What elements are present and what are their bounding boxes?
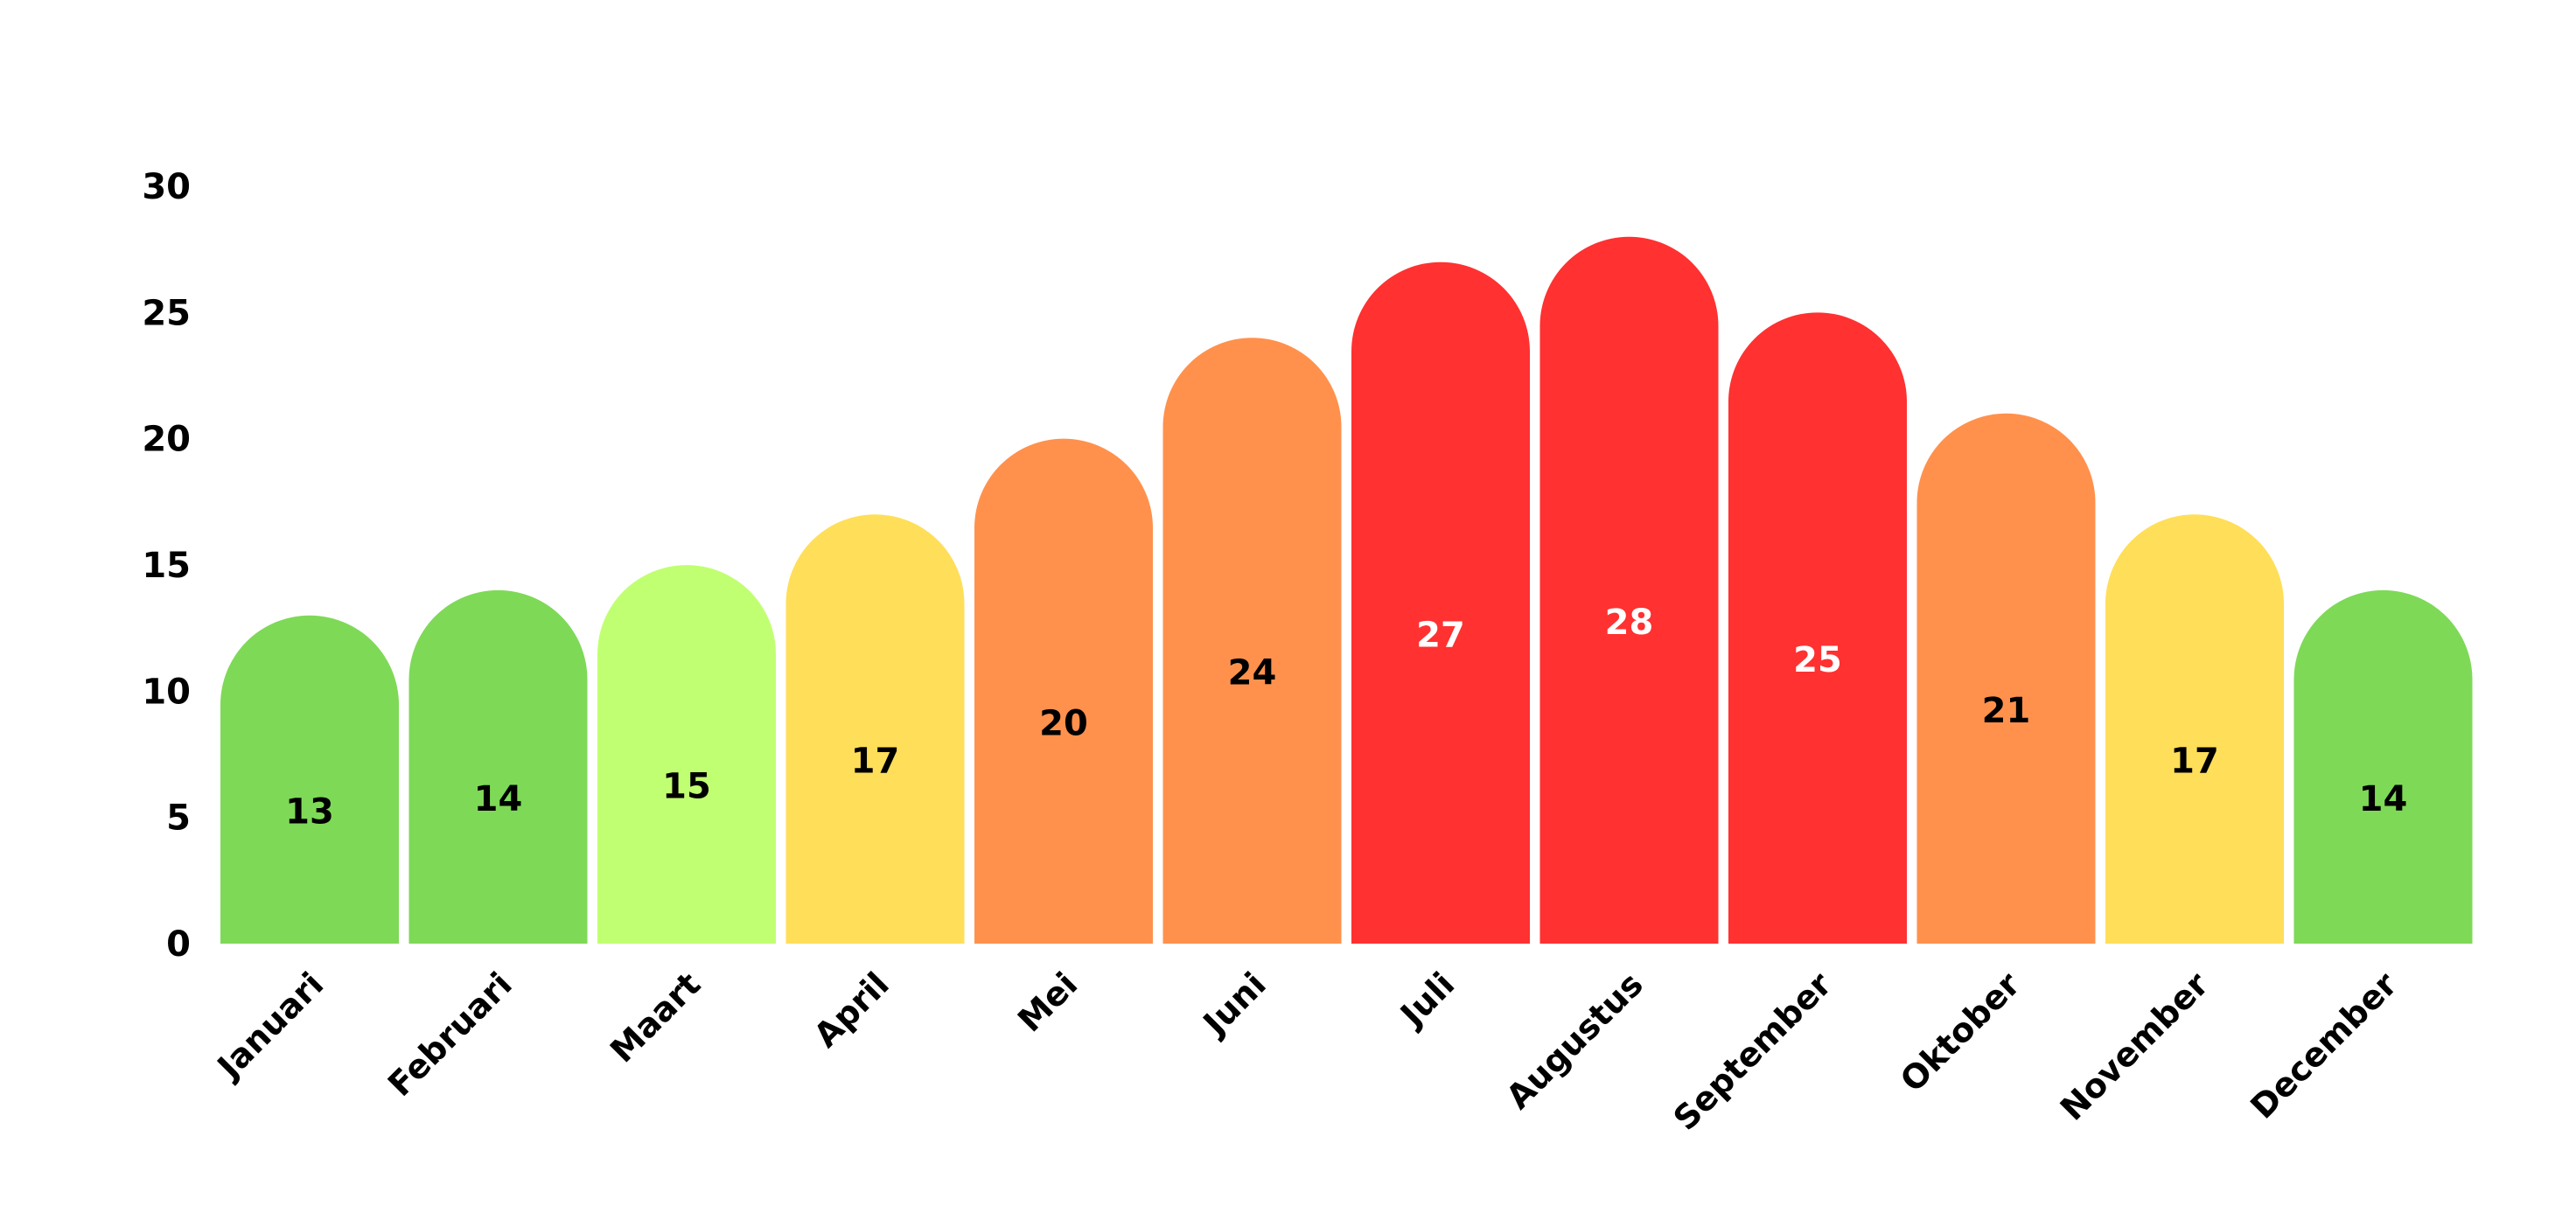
x-tick-label-februari: Februari [380,965,520,1104]
data-label: 14 [474,779,523,819]
bar-juli [1351,261,1530,944]
data-label: 13 [285,791,334,832]
y-tick-label: 0 [166,924,191,965]
x-tick-label-juli: Juli [1392,965,1463,1035]
data-label: 17 [851,742,900,782]
bar-februari [408,589,588,944]
x-tick-label-november: November [2053,965,2216,1128]
data-label: 28 [1605,603,1654,643]
data-label: 25 [1793,640,1842,680]
data-label: 24 [1228,653,1277,694]
data-label: 14 [2359,779,2408,819]
bar-juni [1162,338,1342,944]
bar-oktober [1916,413,2096,944]
bar-januari [220,615,399,944]
y-tick-label: 5 [166,798,191,839]
bar-december [2293,589,2473,944]
data-label: 20 [1039,703,1088,743]
data-labels-group: 13 14 15 17 20 24 27 28 25 21 17 14 [285,603,2407,833]
bar-november [2105,514,2284,944]
bar-augustus [1539,236,1719,944]
bar-maart [597,565,776,944]
data-label: 17 [2170,742,2219,782]
y-tick-label: 10 [142,672,191,712]
x-tick-label-januari: Januari [208,965,331,1087]
x-tick-label-december: December [2243,965,2405,1126]
x-tick-label-september: September [1666,965,1840,1138]
y-tick-label: 25 [142,293,191,333]
x-tick-label-augustus: Augustus [1499,965,1651,1116]
data-label: 27 [1416,615,1465,655]
y-tick-label: 30 [142,167,191,207]
x-tick-label-maart: Maart [603,965,708,1070]
data-label: 21 [1982,691,2031,731]
y-axis: 0 5 10 15 20 25 30 [142,167,191,965]
bar-mei [974,438,1153,944]
y-tick-label: 15 [142,546,191,586]
bar-september [1728,312,1907,944]
bar-april [785,514,965,944]
x-tick-label-april: April [806,965,897,1055]
y-tick-label: 20 [142,420,191,460]
x-tick-label-juni: Juni [1194,965,1274,1044]
x-axis: Januari Februari Maart April Mei Juni Juli Augu… [208,965,2405,1138]
bars-group [220,236,2473,944]
data-label: 15 [662,767,711,807]
x-tick-label-mei: Mei [1010,965,1085,1039]
x-tick-label-oktober: Oktober [1893,965,2028,1099]
